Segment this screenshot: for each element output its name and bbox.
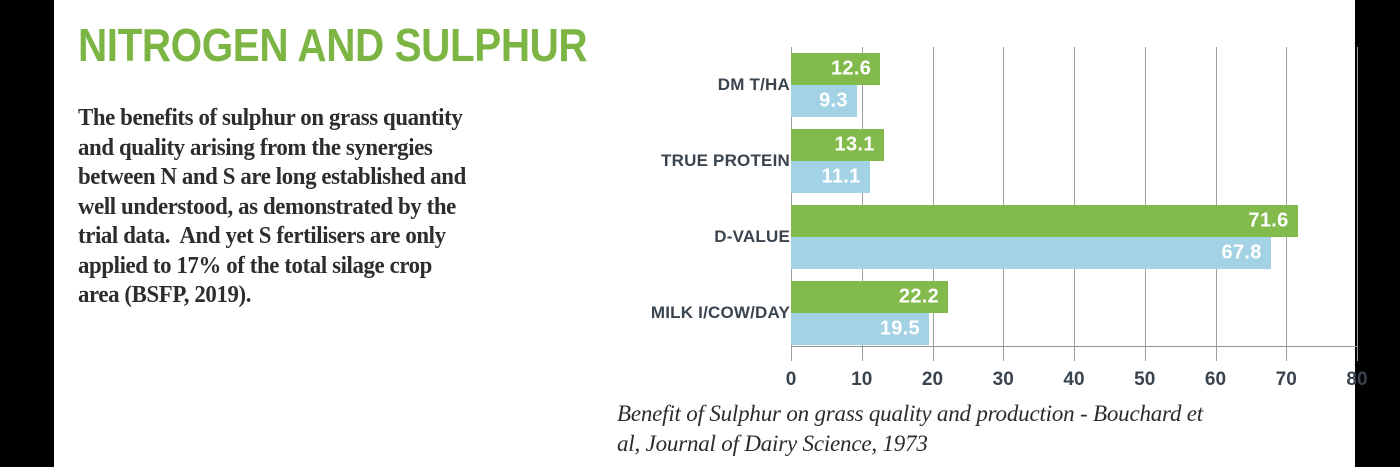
intro-paragraph-line: applied to 17% of the total silage crop — [78, 252, 432, 279]
x-tick-label: 30 — [992, 369, 1014, 390]
right-black-stripe — [1355, 0, 1400, 467]
category-label: TRUE PROTEIN — [661, 151, 790, 170]
intro-paragraph-line: well understood, as demonstrated by the — [78, 193, 456, 220]
x-gridline — [1003, 47, 1005, 361]
bar-green-milk-i-cow-day: 22.2 — [791, 281, 949, 313]
bar-value-label: 12.6 — [831, 57, 872, 80]
x-gridline — [1286, 47, 1288, 361]
bar-value-label: 19.5 — [879, 317, 920, 340]
bar-value-label: 71.6 — [1248, 209, 1289, 232]
x-gridline — [861, 47, 863, 361]
x-gridline — [1144, 47, 1146, 361]
category-label: DM T/HA — [717, 75, 790, 94]
chart-caption-line: Benefit of Sulphur on grass quality and … — [617, 401, 1203, 426]
bar-green-d-value: 71.6 — [791, 205, 1298, 237]
left-black-stripe — [0, 0, 54, 467]
category-label: D-VALUE — [714, 227, 790, 246]
x-gridline — [1074, 47, 1075, 361]
bar-green-dm-t-ha: 12.6 — [791, 53, 881, 85]
bar-green-true-protein: 13.1 — [791, 129, 884, 161]
sulphur-benefit-bar-chart: 0 10 20 30 40 50 60 70 80 DM T/HA 12.6 9.3 TRUE PROT… — [651, 42, 1400, 402]
x-gridline — [1357, 47, 1358, 361]
x-tick-label: 70 — [1275, 369, 1297, 390]
chart-caption-line: al, Journal of Dairy Science, 1973 — [617, 431, 928, 456]
x-tick-label: 60 — [1204, 369, 1227, 390]
intro-section: NITROGEN AND SULPHUR The benefits of sul… — [78, 19, 588, 311]
bar-blue-true-protein: 11.1 — [791, 161, 870, 193]
bar-value-label: 67.8 — [1221, 241, 1262, 264]
bar-blue-dm-t-ha: 9.3 — [791, 85, 857, 117]
x-tick-label: 10 — [851, 369, 873, 390]
x-gridline — [791, 47, 792, 361]
bar-value-label: 22.2 — [898, 285, 940, 308]
x-gridline — [1215, 47, 1217, 361]
x-axis-line — [791, 346, 1358, 347]
intro-paragraph-line: between N and S are long established and — [78, 164, 466, 190]
x-tick-label: 20 — [921, 369, 944, 390]
x-tick-label: 0 — [785, 369, 797, 390]
intro-paragraph-line: and quality arising from the synergies — [78, 134, 433, 161]
bar-blue-milk-i-cow-day: 19.5 — [791, 313, 929, 345]
page-title: NITROGEN AND SULPHUR — [78, 19, 588, 71]
bar-value-label: 11.1 — [821, 165, 861, 188]
x-tick-label: 80 — [1346, 369, 1368, 390]
category-label: MILK I/COW/DAY — [650, 303, 790, 322]
bar-value-label: 9.3 — [819, 89, 848, 112]
intro-paragraph-line: area (BSFP, 2019). — [78, 282, 252, 308]
bar-blue-d-value: 67.8 — [791, 237, 1271, 269]
bar-value-label: 13.1 — [834, 133, 875, 156]
intro-paragraph-line: trial data. And yet S fertilisers are on… — [78, 223, 446, 249]
x-tick-label: 50 — [1134, 369, 1156, 390]
intro-paragraph: The benefits of sulphur on grass quantit… — [78, 104, 534, 311]
x-gridline — [932, 47, 934, 361]
x-tick-label: 40 — [1063, 369, 1085, 390]
chart-caption: Benefit of Sulphur on grass quality and … — [617, 399, 1387, 459]
intro-paragraph-line: The benefits of sulphur on grass quantit… — [78, 105, 463, 131]
